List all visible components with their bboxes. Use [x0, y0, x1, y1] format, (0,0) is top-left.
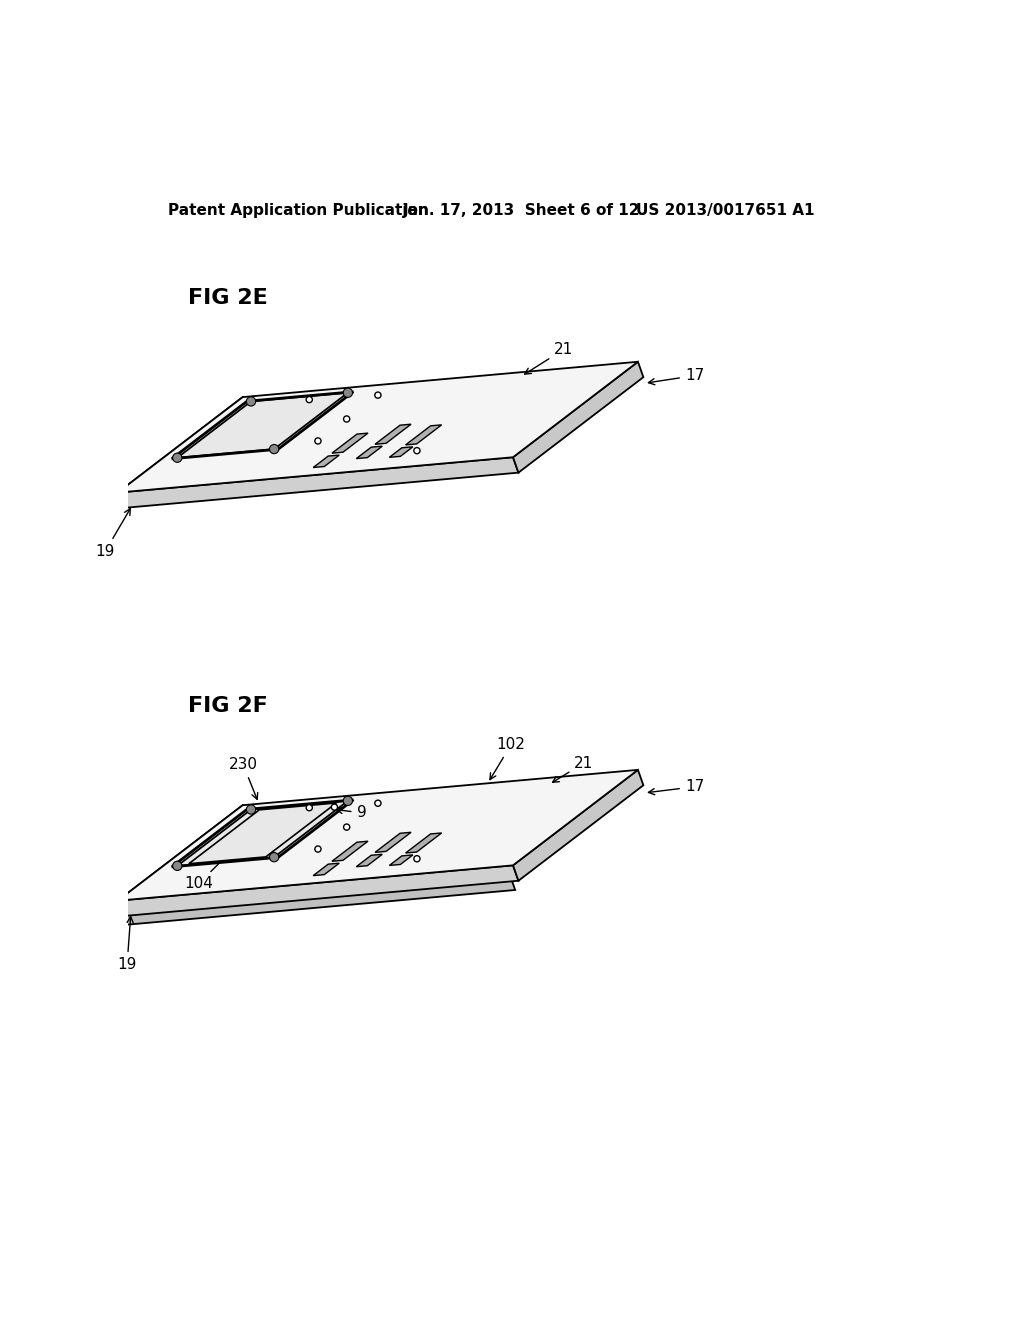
Circle shape	[173, 453, 182, 462]
Text: 17: 17	[648, 779, 705, 795]
Text: 104: 104	[184, 846, 236, 891]
Polygon shape	[332, 841, 368, 861]
Polygon shape	[118, 397, 248, 508]
Circle shape	[375, 800, 381, 807]
Circle shape	[414, 855, 420, 862]
Text: 9: 9	[336, 805, 367, 820]
Circle shape	[314, 846, 322, 853]
Text: FIG 2E: FIG 2E	[188, 288, 268, 308]
Polygon shape	[513, 770, 643, 880]
Polygon shape	[115, 814, 245, 925]
Circle shape	[343, 796, 352, 805]
Text: 230: 230	[228, 758, 258, 800]
Polygon shape	[356, 854, 382, 867]
Circle shape	[375, 392, 381, 399]
Text: Jan. 17, 2013  Sheet 6 of 12: Jan. 17, 2013 Sheet 6 of 12	[403, 203, 641, 218]
Polygon shape	[406, 833, 441, 853]
Polygon shape	[118, 362, 638, 492]
Polygon shape	[118, 805, 248, 916]
Text: 19: 19	[95, 508, 130, 558]
Text: 19: 19	[118, 916, 137, 972]
Polygon shape	[313, 455, 339, 467]
Polygon shape	[118, 770, 638, 900]
Circle shape	[332, 804, 338, 810]
Text: 17: 17	[648, 368, 705, 384]
Text: FIG 2F: FIG 2F	[188, 696, 268, 715]
Circle shape	[173, 861, 182, 870]
Circle shape	[247, 805, 256, 814]
Circle shape	[344, 416, 350, 422]
Circle shape	[247, 397, 256, 407]
Polygon shape	[115, 875, 515, 925]
Text: 21: 21	[524, 342, 573, 374]
Polygon shape	[177, 393, 348, 458]
Polygon shape	[389, 446, 413, 457]
Polygon shape	[118, 457, 518, 508]
Circle shape	[314, 438, 322, 444]
Circle shape	[269, 445, 279, 454]
Polygon shape	[332, 433, 368, 453]
Text: US 2013/0017651 A1: US 2013/0017651 A1	[636, 203, 814, 218]
Polygon shape	[406, 425, 441, 445]
Polygon shape	[375, 424, 411, 445]
Polygon shape	[118, 866, 518, 916]
Text: 21: 21	[553, 755, 593, 783]
Circle shape	[343, 388, 352, 397]
Circle shape	[414, 447, 420, 454]
Polygon shape	[375, 833, 411, 853]
Polygon shape	[313, 863, 339, 875]
Circle shape	[306, 805, 312, 810]
Text: Patent Application Publication: Patent Application Publication	[168, 203, 429, 218]
Circle shape	[306, 396, 312, 403]
Text: 102: 102	[490, 738, 525, 780]
Polygon shape	[177, 801, 348, 866]
Circle shape	[269, 853, 279, 862]
Polygon shape	[389, 855, 413, 866]
Polygon shape	[513, 362, 643, 473]
Polygon shape	[356, 446, 382, 458]
Circle shape	[344, 824, 350, 830]
